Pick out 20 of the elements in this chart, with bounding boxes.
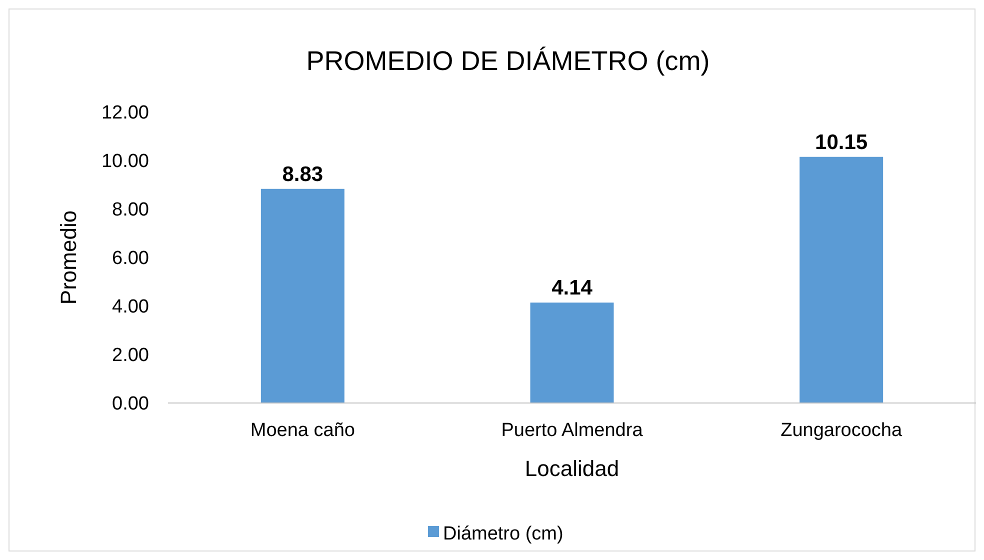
bar (260, 188, 344, 403)
y-tick-label: 10.00 (101, 151, 149, 172)
x-axis-title: Localidad (524, 456, 620, 481)
data-label: 8.83 (282, 162, 324, 186)
chart-title: PROMEDIO DE DIÁMETRO (cm) (306, 46, 710, 76)
x-tick-label: Moena caño (250, 420, 355, 441)
y-tick-label: 12.00 (101, 102, 149, 124)
y-tick-label: 0.00 (112, 394, 149, 415)
data-label: 4.14 (552, 276, 593, 300)
y-tick-label: 2.00 (112, 345, 149, 366)
y-tick-label: 6.00 (112, 248, 149, 270)
bar (530, 302, 614, 403)
legend-label: Diámetro (cm) (443, 524, 564, 545)
bar (800, 156, 884, 403)
x-tick-label: Puerto Almendra (501, 420, 644, 441)
y-tick-label: 8.00 (112, 200, 149, 221)
y-axis-title: Promedio (56, 210, 81, 305)
x-tick-label: Zungarococha (780, 420, 902, 441)
data-label: 10.15 (815, 130, 868, 154)
y-tick-label: 4.00 (112, 296, 149, 318)
